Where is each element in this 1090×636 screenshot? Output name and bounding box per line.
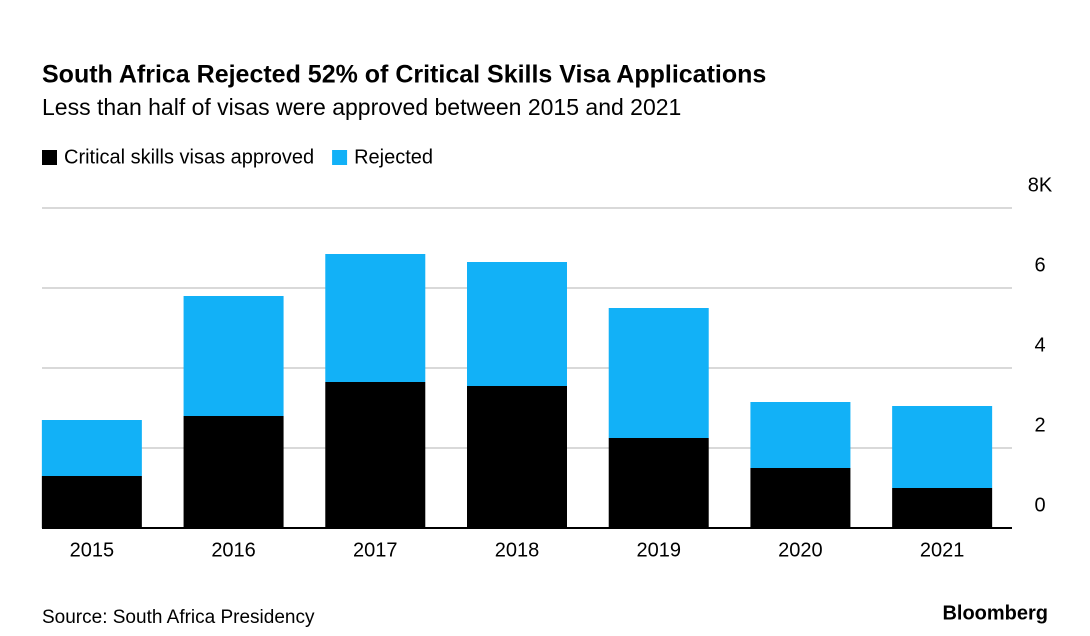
chart-subtitle: Less than half of visas were approved be… — [42, 94, 681, 120]
x-tick-label: 2021 — [920, 539, 965, 561]
y-tick-label: 2 — [1034, 414, 1045, 436]
bar-segment — [892, 488, 993, 528]
source: Source: South Africa Presidency — [42, 607, 315, 628]
legend-swatch — [332, 150, 348, 165]
bar-segment — [183, 296, 284, 416]
bar-segment — [892, 406, 993, 488]
bar-segment — [325, 382, 426, 528]
x-tick-label: 2020 — [778, 539, 823, 561]
y-tick-label: 0 — [1034, 494, 1045, 516]
bar-segment — [41, 420, 142, 476]
x-tick-label: 2017 — [353, 539, 398, 561]
legend-label: Critical skills visas approved — [64, 146, 314, 168]
bar-segment — [325, 254, 426, 382]
x-tick-label: 2019 — [636, 539, 681, 561]
x-tick-label: 2016 — [211, 539, 256, 561]
legend-swatch — [42, 150, 57, 165]
bar-segment — [183, 416, 284, 528]
bar-segment — [467, 262, 567, 386]
y-tick-label: 8K — [1028, 174, 1053, 196]
y-tick-label: 4 — [1034, 334, 1045, 356]
bar-segment — [750, 468, 851, 528]
bar-segment — [750, 402, 851, 468]
x-tick-label: 2018 — [495, 539, 540, 561]
x-tick-label: 2015 — [70, 539, 115, 561]
legend-label: Rejected — [354, 146, 433, 168]
chart-title: South Africa Rejected 52% of Critical Sk… — [42, 61, 766, 89]
bar-segment — [467, 386, 567, 528]
bar-segment — [41, 476, 142, 528]
bar-segment — [608, 438, 709, 528]
brand: Bloomberg — [942, 602, 1048, 624]
bar-segment — [608, 308, 709, 438]
y-tick-label: 6 — [1034, 254, 1045, 276]
